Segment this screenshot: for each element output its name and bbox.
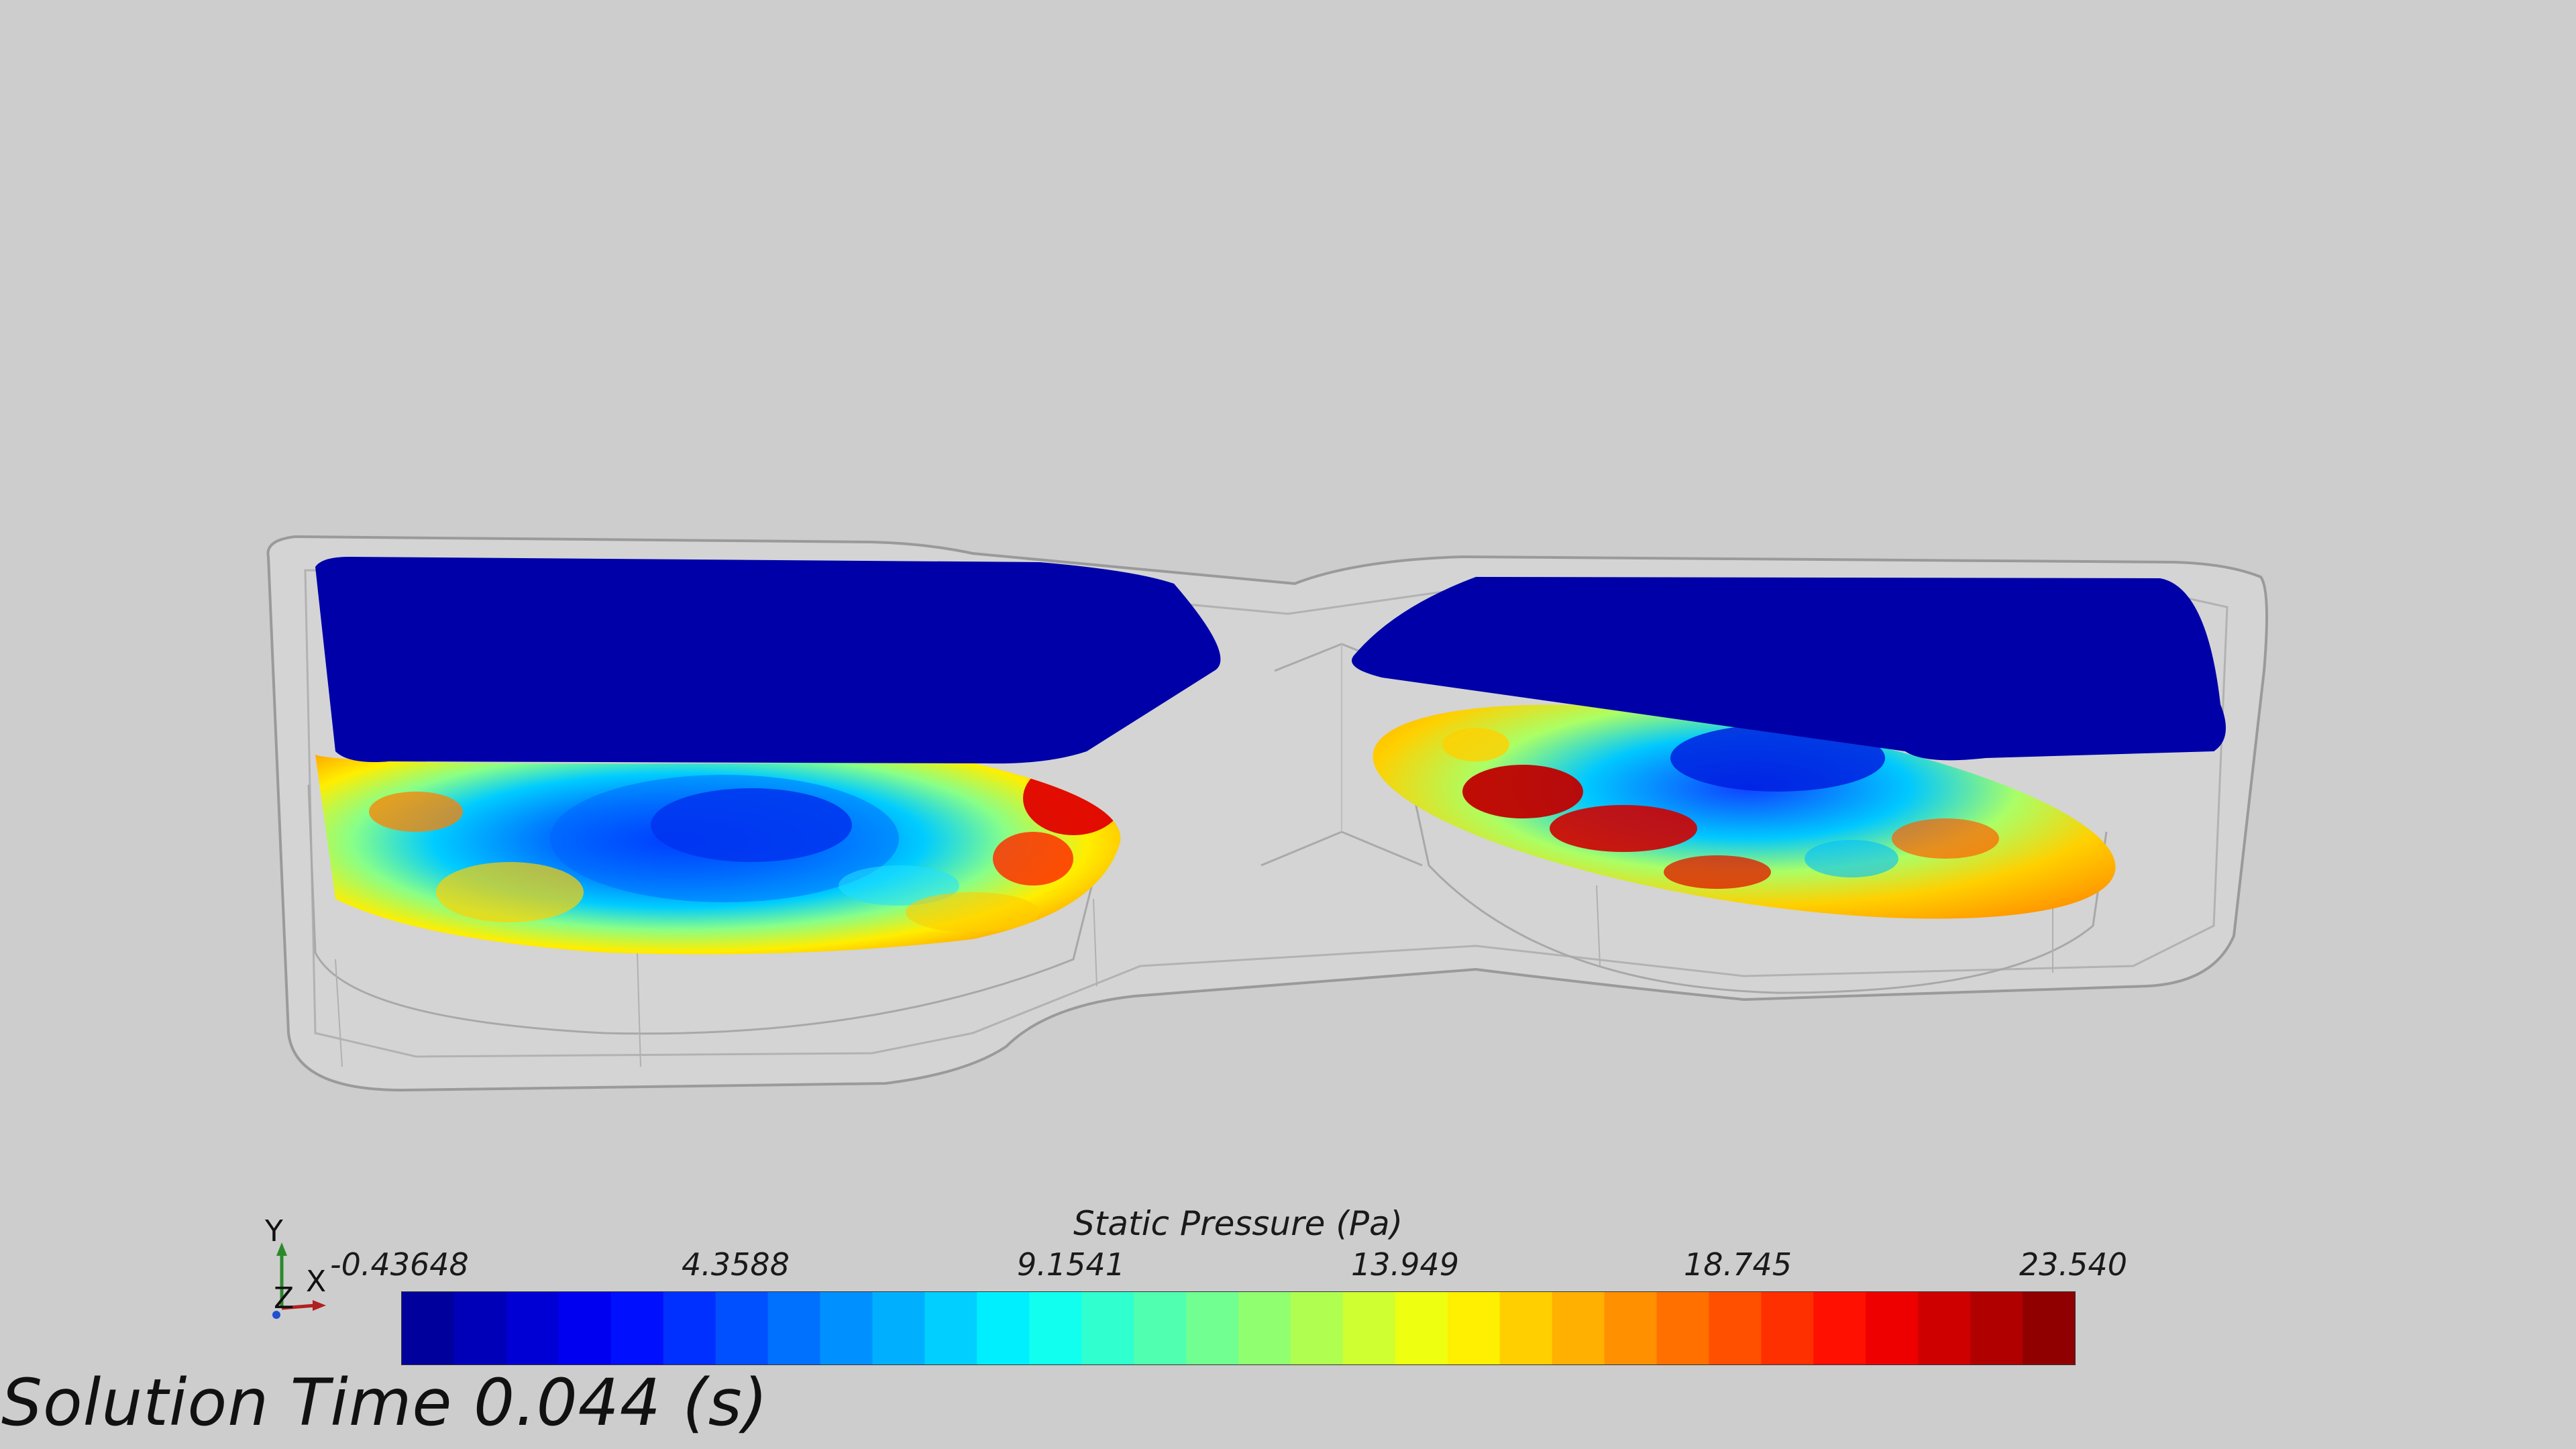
colormap-band [1029,1292,1082,1364]
left-disc-surface [315,755,1121,955]
colormap-band [1395,1292,1448,1364]
scalar-bar-title: Static Pressure (Pa) [1073,1204,1403,1243]
colormap-band [820,1292,873,1364]
colormap-band [1761,1292,1815,1364]
colormap-band [1813,1292,1867,1364]
colormap-band [1238,1292,1291,1364]
left-lid-surface [315,557,1221,764]
colormap-band [1918,1292,1971,1364]
colormap-band [1081,1292,1134,1364]
colormap-band [1709,1292,1762,1364]
scalar-bar-tick-5: 23.540 [2019,1246,2127,1283]
colormap-band [1186,1292,1239,1364]
colormap-band [767,1292,821,1364]
colormap-band [2023,1292,2075,1364]
colormap-band [1447,1292,1501,1364]
colormap-band [402,1292,455,1364]
colormap-band [1604,1292,1658,1364]
coordinate-triad: Y Z X [264,1214,326,1319]
colormap-band [1970,1292,2023,1364]
scalar-bar-colormap [401,1291,2076,1365]
colormap-band [977,1292,1030,1364]
colormap-band [663,1292,716,1364]
colormap-band [558,1292,612,1364]
triad-x-label: X [306,1265,326,1299]
scalar-bar-tick-3: 13.949 [1351,1246,1459,1283]
colormap-band [1290,1292,1344,1364]
colormap-band [1656,1292,1710,1364]
colormap-band [872,1292,926,1364]
colormap-band [610,1292,664,1364]
scalar-bar-tick-2: 9.1541 [1017,1246,1125,1283]
triad-y-label: Y [264,1214,283,1248]
scalar-bar-tick-0: -0.43648 [330,1246,469,1283]
colormap-band [1499,1292,1553,1364]
colormap-band [924,1292,978,1364]
colormap-band [1342,1292,1396,1364]
scalar-bar-tick-4: 18.745 [1684,1246,1792,1283]
solution-time-label: Solution Time 0.044 (s) [1,1365,769,1440]
colormap-band [1552,1292,1605,1364]
colormap-band [453,1292,507,1364]
right-lid-surface [1352,577,2226,761]
triad-z-label: Z [274,1281,294,1316]
colormap-band [1134,1292,1187,1364]
colormap-band [506,1292,559,1364]
colormap-band [1866,1292,1919,1364]
scalar-bar-tick-1: 4.3588 [682,1246,790,1283]
colormap-band [715,1292,769,1364]
